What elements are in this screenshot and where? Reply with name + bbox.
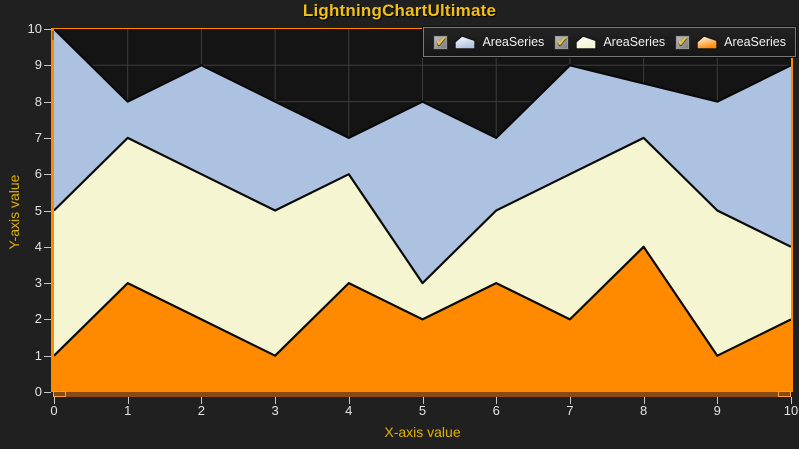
x-tick-mark bbox=[422, 397, 424, 404]
area-series-icon bbox=[454, 34, 477, 50]
y-tick-label: 1 bbox=[34, 347, 42, 363]
y-tick-label: 5 bbox=[34, 202, 42, 218]
plot-area[interactable] bbox=[54, 29, 791, 392]
x-tick-mark bbox=[201, 397, 203, 404]
y-axis-title: Y-axis value bbox=[6, 174, 22, 250]
y-tick-mark bbox=[44, 283, 51, 285]
y-tick-label: 2 bbox=[34, 311, 42, 327]
x-tick-mark bbox=[127, 397, 129, 404]
x-axis-line bbox=[51, 388, 793, 392]
y-tick-mark bbox=[44, 319, 51, 321]
y-tick-mark bbox=[44, 355, 51, 357]
x-tick-label: 5 bbox=[418, 403, 427, 418]
x-tick-label: 7 bbox=[566, 403, 574, 418]
y-tick-mark bbox=[44, 210, 51, 212]
legend[interactable]: ✔ AreaSeries ✔ AreaSeries ✔ AreaSeries bbox=[422, 26, 797, 58]
legend-checkbox[interactable]: ✔ bbox=[433, 32, 449, 50]
y-tick-mark bbox=[44, 65, 51, 67]
x-tick-mark bbox=[643, 397, 645, 404]
x-tick-label: 10 bbox=[783, 403, 799, 418]
x-tick-label: 1 bbox=[124, 403, 132, 418]
x-tick-mark bbox=[348, 397, 350, 404]
legend-checkbox[interactable]: ✔ bbox=[554, 32, 570, 50]
x-tick-mark bbox=[791, 397, 792, 404]
area-series-icon bbox=[575, 34, 598, 50]
legend-item-label: AreaSeries bbox=[482, 35, 545, 49]
x-tick-label: 8 bbox=[639, 403, 648, 418]
x-tick-label: 4 bbox=[345, 403, 353, 418]
y-tick-label: 6 bbox=[34, 166, 42, 182]
x-scrollbar-handle-left[interactable] bbox=[53, 391, 66, 397]
y-tick-label: 10 bbox=[27, 21, 42, 36]
area-series-2-line bbox=[54, 245, 791, 357]
x-tick-mark bbox=[54, 397, 55, 404]
y-axis-scroll-nub[interactable] bbox=[52, 31, 54, 40]
x-tick-label: 9 bbox=[713, 403, 721, 418]
area-series-icon bbox=[696, 34, 718, 50]
x-scrollbar-track[interactable] bbox=[54, 392, 791, 397]
y-tick-label: 4 bbox=[34, 238, 42, 254]
x-scrollbar-handle-right[interactable] bbox=[778, 391, 791, 397]
y-tick-mark bbox=[44, 392, 51, 393]
chart-title: LightningChartUltimate bbox=[302, 1, 497, 20]
x-tick-mark bbox=[569, 397, 571, 404]
y-tick-label: 8 bbox=[34, 93, 42, 109]
chart-canvas[interactable] bbox=[54, 29, 791, 392]
legend-item-label: AreaSeries bbox=[603, 35, 666, 49]
check-icon: ✔ bbox=[435, 32, 448, 49]
y-axis-line bbox=[51, 28, 54, 392]
legend-item[interactable]: ✔ AreaSeries bbox=[433, 32, 545, 51]
x-tick-label: 2 bbox=[197, 403, 205, 418]
x-tick-mark bbox=[496, 397, 498, 404]
check-icon: ✔ bbox=[556, 32, 569, 49]
x-tick-mark bbox=[717, 397, 719, 404]
legend-item[interactable]: ✔ AreaSeries bbox=[554, 32, 666, 51]
y-tick-mark bbox=[44, 101, 51, 103]
legend-item[interactable]: ✔ AreaSeries bbox=[675, 32, 786, 51]
legend-item-label: AreaSeries bbox=[724, 35, 786, 49]
y-tick-label: 0 bbox=[34, 384, 42, 399]
y-tick-mark bbox=[44, 29, 51, 30]
x-tick-label: 0 bbox=[50, 403, 58, 418]
x-tick-label: 6 bbox=[492, 403, 500, 418]
area-series-1-line bbox=[54, 136, 791, 285]
legend-checkbox[interactable]: ✔ bbox=[675, 32, 691, 50]
plot-right-border bbox=[791, 28, 793, 392]
y-tick-mark bbox=[44, 137, 51, 139]
y-tick-mark bbox=[44, 246, 51, 248]
y-tick-label: 7 bbox=[34, 129, 42, 145]
x-tick-label: 3 bbox=[271, 403, 279, 418]
area-series-0-line bbox=[54, 29, 791, 140]
y-tick-mark bbox=[44, 174, 51, 176]
x-tick-mark bbox=[275, 397, 277, 404]
y-tick-label: 3 bbox=[34, 275, 42, 291]
y-tick-label: 9 bbox=[34, 57, 42, 73]
x-axis-title: X-axis value bbox=[384, 424, 461, 440]
check-icon: ✔ bbox=[677, 32, 689, 49]
